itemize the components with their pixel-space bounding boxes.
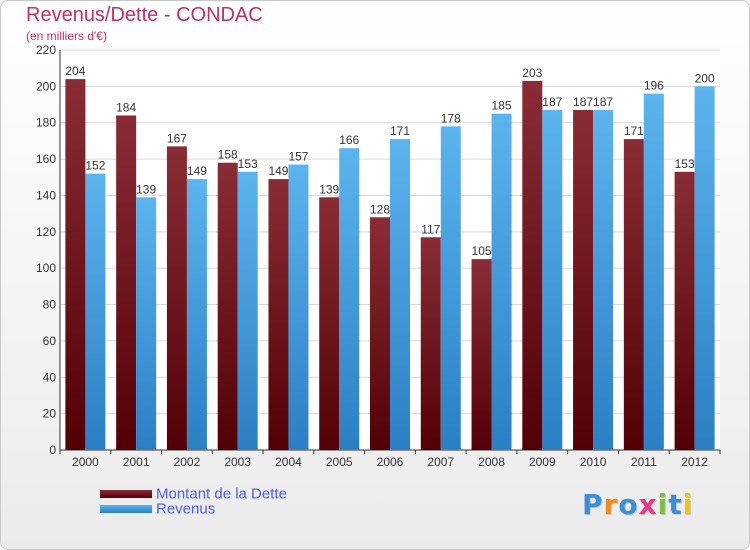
data-label-revenue: 153 [238, 157, 258, 171]
proxiti-logo[interactable]: Proxiti [582, 488, 693, 521]
x-tick-label: 2009 [529, 455, 556, 469]
data-label-revenue: 152 [85, 159, 105, 173]
y-tick-label: 20 [43, 407, 57, 421]
data-label-debt: 184 [116, 100, 136, 114]
y-tick-label: 160 [36, 152, 56, 166]
legend-swatch-debt [100, 490, 152, 499]
logo-letter: i [682, 488, 694, 521]
x-tick-label: 2003 [224, 455, 251, 469]
y-tick-label: 140 [36, 188, 56, 202]
y-tick-label: 0 [49, 443, 56, 457]
data-label-debt: 171 [624, 124, 644, 138]
data-label-debt: 204 [65, 64, 85, 78]
legend-swatch-revenue [100, 505, 152, 514]
y-tick-label: 180 [36, 116, 56, 130]
data-label-revenue: 185 [492, 99, 512, 113]
logo-letter: r [603, 488, 619, 521]
bar-debt [623, 139, 644, 450]
data-label-revenue: 200 [695, 71, 715, 85]
bar-revenue [186, 179, 207, 450]
bar-debt [674, 171, 695, 450]
y-tick-label: 40 [43, 370, 57, 384]
x-tick-label: 2001 [123, 455, 150, 469]
x-tick-label: 2011 [631, 455, 657, 469]
x-tick-label: 2007 [427, 455, 454, 469]
logo-letter: P [582, 488, 604, 521]
bar-revenue [85, 173, 106, 451]
x-tick-label: 2002 [174, 455, 201, 469]
bar-revenue [694, 86, 715, 450]
bar-revenue [136, 197, 157, 450]
y-tick-label: 200 [36, 79, 56, 93]
bar-debt [370, 217, 390, 450]
data-label-debt: 203 [522, 66, 542, 80]
logo-letter: o [618, 488, 639, 521]
data-label-revenue: 139 [136, 182, 156, 196]
data-label-revenue: 187 [542, 95, 562, 109]
data-label-debt: 187 [573, 95, 593, 109]
bar-revenue [593, 110, 614, 450]
chart-title: Revenus/Dette - CONDAC [26, 4, 263, 26]
y-tick-label: 80 [43, 298, 57, 312]
legend-label-debt: Montant de la Dette [156, 485, 287, 503]
data-label-debt: 167 [167, 131, 187, 145]
bar-revenue [491, 113, 512, 451]
bar-debt [116, 115, 137, 451]
legend-item-debt[interactable]: Montant de la Dette [100, 485, 287, 503]
bar-revenue [339, 148, 360, 450]
bar-debt [319, 197, 340, 450]
y-tick-label: 100 [36, 261, 56, 275]
x-tick-label: 2010 [580, 455, 607, 469]
data-label-debt: 139 [319, 182, 339, 196]
data-label-revenue: 157 [288, 150, 308, 164]
data-label-debt: 105 [472, 244, 492, 258]
data-label-revenue: 187 [593, 95, 613, 109]
data-label-revenue: 149 [187, 164, 207, 178]
logo-letter: t [668, 488, 683, 521]
data-label-debt: 158 [218, 148, 238, 162]
bar-debt [522, 80, 543, 450]
bar-revenue [390, 139, 410, 450]
data-label-revenue: 166 [339, 133, 359, 147]
legend: Montant de la Dette Revenus [100, 485, 287, 518]
y-tick-label: 220 [36, 43, 56, 57]
data-label-debt: 128 [370, 202, 390, 216]
data-label-debt: 117 [421, 222, 440, 236]
legend-label-revenue: Revenus [156, 500, 216, 518]
legend-item-revenue[interactable]: Revenus [100, 500, 287, 518]
data-label-debt: 149 [268, 164, 288, 178]
data-label-revenue: 178 [441, 111, 461, 125]
chart-subtitle: (en milliers d'€) [26, 29, 107, 43]
logo-letter: x [638, 488, 658, 521]
y-tick-label: 120 [36, 225, 56, 239]
y-tick-label: 60 [43, 334, 57, 348]
x-tick-label: 2005 [326, 455, 353, 469]
bar-debt [573, 110, 594, 450]
bar-debt [471, 259, 492, 450]
x-tick-label: 2004 [275, 455, 302, 469]
bar-debt [217, 162, 238, 450]
bar-revenue [643, 93, 664, 451]
bar-debt [268, 179, 289, 450]
data-label-debt: 153 [675, 157, 695, 171]
data-label-revenue: 171 [390, 124, 410, 138]
x-tick-label: 2006 [377, 455, 404, 469]
x-tick-label: 2000 [72, 455, 99, 469]
x-tick-label: 2008 [478, 455, 505, 469]
bar-debt [420, 237, 441, 450]
bar-revenue [440, 126, 461, 450]
bar-revenue [542, 110, 563, 450]
bar-debt [166, 146, 187, 450]
x-tick-label: 2012 [681, 455, 708, 469]
bar-debt [65, 79, 86, 450]
logo-letter: i [657, 488, 669, 521]
bar-revenue [237, 171, 258, 450]
bar-revenue [288, 164, 309, 450]
data-label-revenue: 196 [644, 79, 664, 93]
